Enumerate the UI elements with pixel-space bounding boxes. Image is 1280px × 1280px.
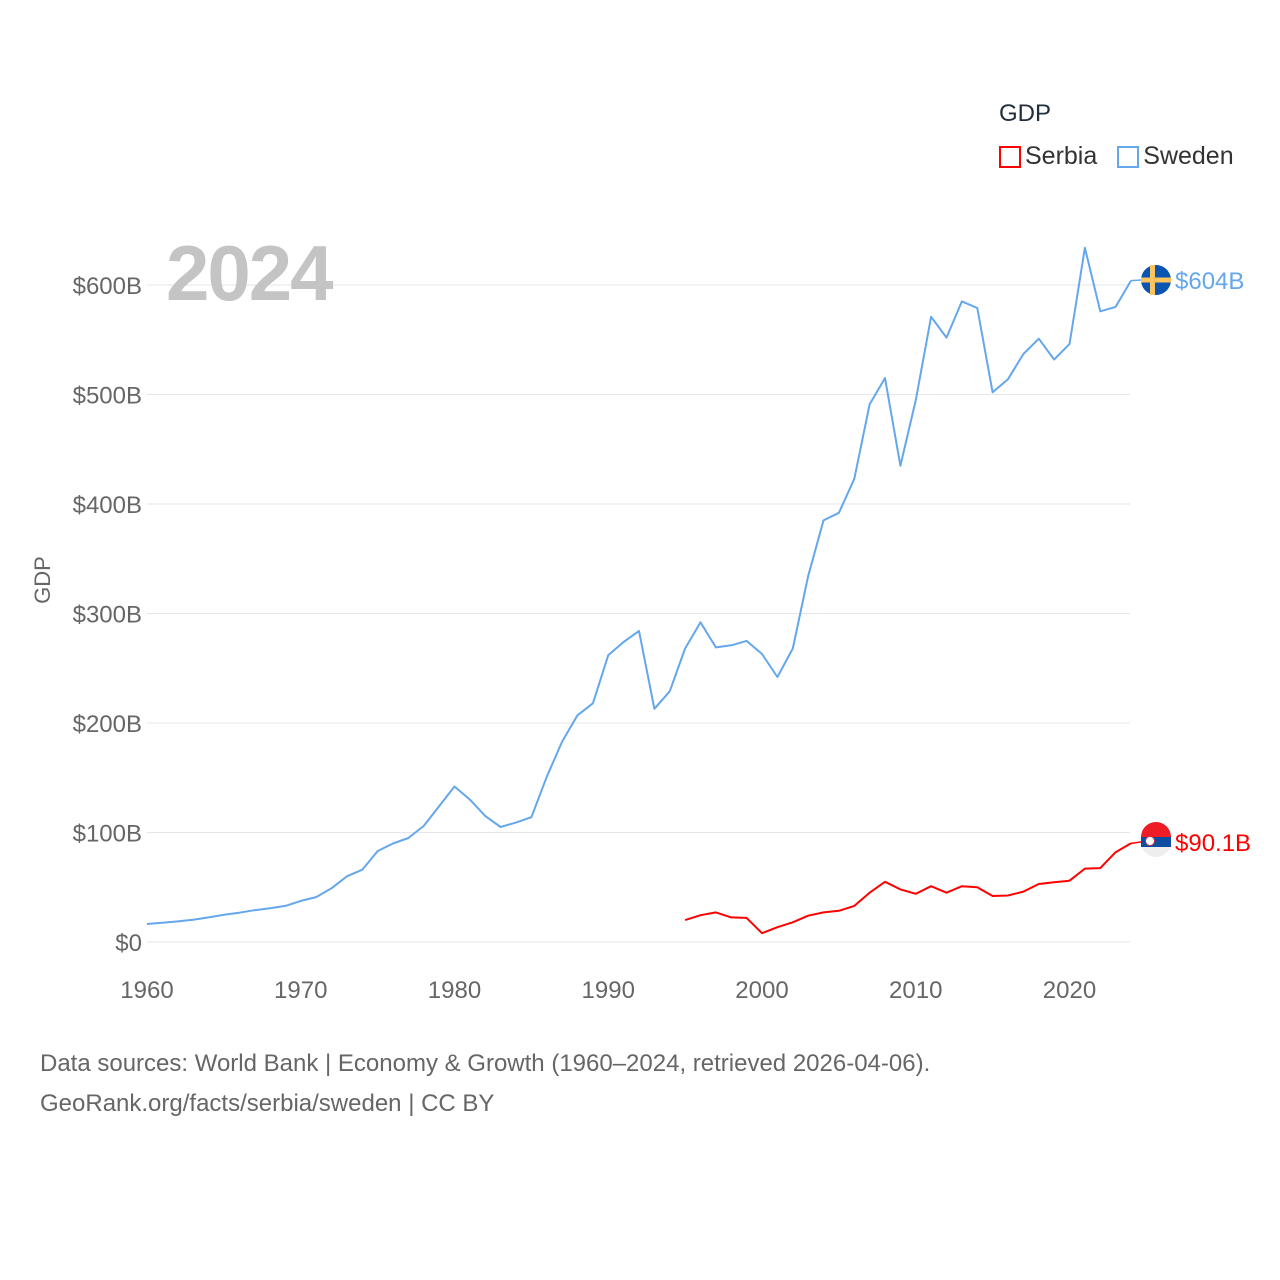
x-tick-label: 2010 [889,977,942,1004]
end-value-label-sweden: $604B [1175,268,1244,295]
legend-label-serbia: Serbia [1025,142,1098,170]
legend-swatch-sweden [1117,145,1140,168]
serbia-flag-emblem [1145,836,1155,846]
y-tick-label: $600B [73,273,142,300]
y-tick-label: $400B [73,492,142,519]
x-tick-label: 2000 [735,977,788,1004]
y-tick-label: $300B [73,602,142,629]
serbia-flag-red [1141,822,1171,837]
legend: Serbia Sweden [999,142,1234,171]
y-tick-label: $200B [73,711,142,738]
x-tick-label: 2020 [1043,977,1096,1004]
x-tick-label: 1960 [120,977,173,1004]
legend-label-sweden: Sweden [1143,142,1234,170]
series-line-serbia [684,842,1132,935]
sweden-flag-cross-v [1150,265,1155,295]
y-axis-label: GDP [30,556,55,604]
y-tick-label: $0 [115,930,142,957]
current-year-label: 2024 [166,229,334,317]
end-connector-sweden [1130,279,1142,282]
x-tick-label: 1970 [274,977,327,1004]
serbia-flag-blue [1141,837,1171,847]
series-line-sweden [146,246,1132,925]
legend-item-sweden[interactable]: Sweden [1117,142,1234,171]
source-link-text[interactable]: GeoRank.org/facts/serbia/sweden | CC BY [40,1090,495,1117]
end-connector-serbia [1130,841,1142,845]
legend-title: GDP [999,100,1052,127]
x-tick-label: 1980 [428,977,481,1004]
x-tick-label: 1990 [582,977,635,1004]
legend-swatch-serbia [999,145,1021,168]
data-sources-text: Data sources: World Bank | Economy & Gro… [40,1050,931,1077]
y-tick-label: $100B [73,821,142,848]
footer: Data sources: World Bank | Economy & Gro… [40,1044,930,1124]
y-tick-label: $500B [73,383,142,410]
end-value-label-serbia: $90.1B [1175,830,1251,857]
legend-item-serbia[interactable]: Serbia [999,142,1097,171]
sweden-flag-cross-h [1141,277,1171,283]
